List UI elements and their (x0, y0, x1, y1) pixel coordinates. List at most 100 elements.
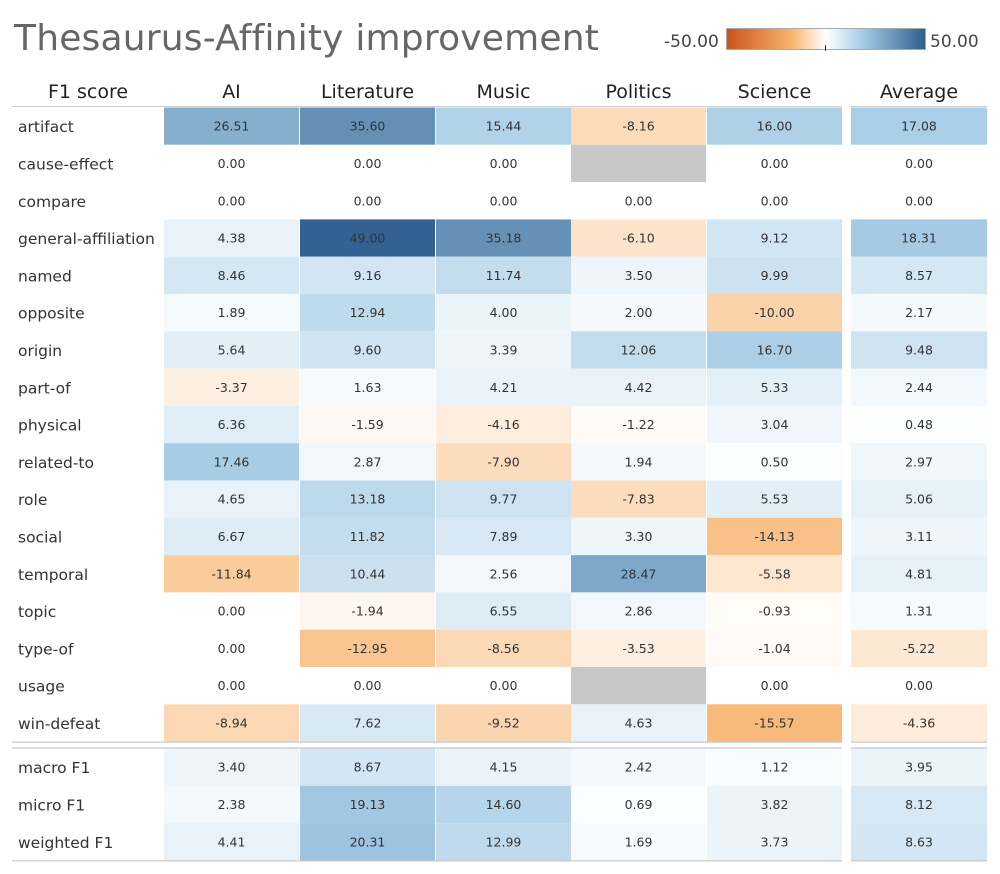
cell-value: 11.74 (486, 268, 522, 283)
heat-cell-physical-music (436, 405, 571, 444)
heat-cell-weighted-f1-average (851, 823, 987, 861)
heat-cell-temporal-science (707, 555, 842, 593)
cell-value: 0.00 (490, 156, 518, 171)
heat-cell-macro-f1-science (707, 748, 842, 786)
heat-cell-opposite-literature (300, 294, 435, 332)
cell-value-average: 18.31 (901, 231, 937, 246)
cell-value: 16.70 (757, 342, 793, 357)
heat-cell-opposite-average (851, 294, 987, 332)
cell-value: -8.56 (487, 641, 519, 656)
cell-value: -6.10 (622, 231, 654, 246)
cell-value: -1.04 (758, 641, 790, 656)
heat-cell-named-ai (164, 256, 299, 294)
heat-cell-usage-ai (164, 667, 299, 705)
heat-cell-related-to-science (707, 443, 842, 481)
heat-cell-compare-music (436, 182, 571, 220)
heat-cell-role-average (851, 480, 987, 518)
heat-cell-micro-f1-science (707, 785, 842, 824)
heat-cell-named-music (436, 256, 571, 294)
heat-cell-part-of-music (436, 368, 571, 406)
cell-value: -1.22 (622, 417, 654, 432)
cell-value-average: 4.81 (905, 566, 933, 581)
heat-cell-general-affiliation-literature (300, 219, 435, 257)
legend-zero-tick (825, 45, 826, 51)
cell-value: 9.77 (490, 492, 518, 507)
heat-cell-social-ai (164, 517, 299, 556)
cell-value: -12.95 (347, 641, 387, 656)
cell-value: 2.00 (625, 305, 653, 320)
heat-cell-part-of-literature (300, 368, 435, 406)
heat-cell-opposite-ai (164, 294, 299, 332)
cell-value: 2.86 (625, 604, 653, 619)
heat-cell-artifact-music (436, 107, 571, 145)
heat-cell-opposite-science (707, 294, 842, 332)
heat-cell-weighted-f1-ai (164, 823, 299, 861)
heat-cell-topic-literature (300, 592, 435, 630)
heat-cell-usage-politics (571, 667, 706, 705)
column-header-music: Music (476, 81, 530, 103)
cell-value: 12.94 (350, 305, 386, 320)
row-label-part-of: part-of (18, 379, 71, 397)
cell-value: -8.16 (622, 119, 654, 134)
cell-value: 19.13 (350, 797, 386, 812)
cell-value: 1.89 (218, 305, 246, 320)
cell-value: 0.00 (354, 678, 382, 693)
cell-value: 49.00 (350, 231, 386, 246)
cell-value: 0.00 (218, 678, 246, 693)
cell-value: 9.16 (354, 268, 382, 283)
cell-value-average: 9.48 (905, 342, 933, 357)
cell-value: 1.94 (625, 454, 653, 469)
heat-cell-cause-effect-music (436, 144, 571, 183)
cell-value: 0.00 (218, 156, 246, 171)
cell-value: 9.60 (354, 342, 382, 357)
heat-cell-social-science (707, 517, 842, 556)
heat-cell-physical-politics (571, 405, 706, 444)
heat-cell-win-defeat-literature (300, 704, 435, 742)
cell-value: 0.00 (218, 641, 246, 656)
heat-cell-win-defeat-politics (571, 704, 706, 742)
heat-cell-type-of-music (436, 629, 571, 667)
row-label-topic: topic (18, 603, 56, 621)
heat-cell-named-literature (300, 256, 435, 294)
heat-cell-social-politics (571, 517, 706, 556)
cell-value-average: 2.44 (905, 380, 933, 395)
heat-cell-role-politics (571, 480, 706, 518)
heat-cell-general-affiliation-ai (164, 219, 299, 257)
heat-cell-type-of-average (851, 629, 987, 667)
heat-cell-win-defeat-music (436, 704, 571, 742)
heat-cell-type-of-ai (164, 629, 299, 667)
heat-cell-topic-politics (571, 592, 706, 630)
cell-value: 5.33 (761, 380, 789, 395)
cell-value: -15.57 (754, 715, 794, 730)
row-label-win-defeat: win-defeat (18, 715, 100, 733)
cell-value-average: 5.06 (905, 492, 933, 507)
cell-value-average: -4.36 (903, 715, 935, 730)
heat-cell-temporal-music (436, 555, 571, 593)
cell-value: -8.94 (215, 715, 247, 730)
cell-value: 4.21 (490, 380, 518, 395)
heat-cell-topic-science (707, 592, 842, 630)
heat-cell-social-literature (300, 517, 435, 556)
cell-value: 3.30 (625, 529, 653, 544)
cell-value: -10.00 (754, 305, 794, 320)
heat-cell-social-average (851, 517, 987, 556)
cell-value: 0.00 (490, 678, 518, 693)
cell-value: 2.56 (490, 566, 518, 581)
cell-value: 28.47 (621, 566, 657, 581)
heat-cell-cause-effect-average (851, 144, 987, 183)
cell-value: 14.60 (486, 797, 522, 812)
heat-cell-cause-effect-ai (164, 144, 299, 183)
heat-cell-micro-f1-music (436, 785, 571, 824)
row-label-role: role (18, 491, 47, 509)
heat-cell-named-politics (571, 256, 706, 294)
heat-cell-weighted-f1-music (436, 823, 571, 861)
heat-cell-related-to-literature (300, 443, 435, 481)
heat-cell-weighted-f1-science (707, 823, 842, 861)
heat-cell-compare-science (707, 182, 842, 220)
cell-value-average: 0.00 (905, 156, 933, 171)
heat-cell-topic-music (436, 592, 571, 630)
heat-cell-named-average (851, 256, 987, 294)
heat-cell-origin-average (851, 331, 987, 369)
heat-cell-part-of-average (851, 368, 987, 406)
